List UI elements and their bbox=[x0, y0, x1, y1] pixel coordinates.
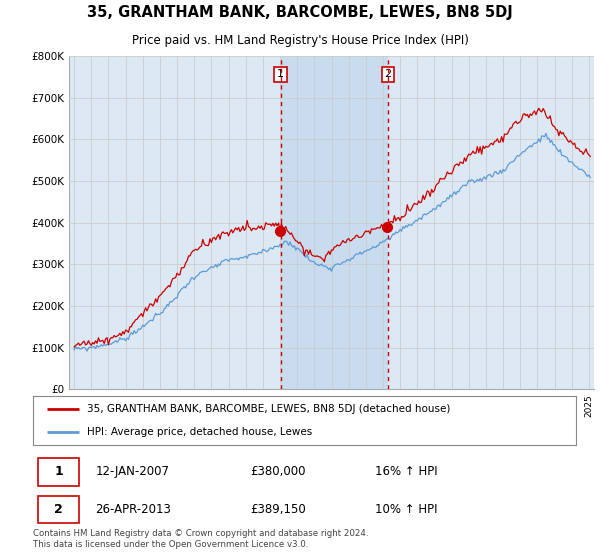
Text: 2: 2 bbox=[385, 69, 392, 80]
FancyBboxPatch shape bbox=[38, 496, 79, 524]
Text: 26-APR-2013: 26-APR-2013 bbox=[95, 503, 172, 516]
Text: Contains HM Land Registry data © Crown copyright and database right 2024.
This d: Contains HM Land Registry data © Crown c… bbox=[33, 529, 368, 549]
Text: 10% ↑ HPI: 10% ↑ HPI bbox=[375, 503, 437, 516]
Text: 12-JAN-2007: 12-JAN-2007 bbox=[95, 465, 169, 478]
Bar bbox=[281, 56, 388, 389]
Text: 16% ↑ HPI: 16% ↑ HPI bbox=[375, 465, 438, 478]
Text: Price paid vs. HM Land Registry's House Price Index (HPI): Price paid vs. HM Land Registry's House … bbox=[131, 34, 469, 47]
Text: 1: 1 bbox=[55, 465, 63, 478]
Text: 1: 1 bbox=[277, 69, 284, 80]
FancyBboxPatch shape bbox=[38, 458, 79, 486]
Text: 2: 2 bbox=[55, 503, 63, 516]
Text: HPI: Average price, detached house, Lewes: HPI: Average price, detached house, Lewe… bbox=[88, 427, 313, 437]
Text: £380,000: £380,000 bbox=[250, 465, 306, 478]
Text: 35, GRANTHAM BANK, BARCOMBE, LEWES, BN8 5DJ (detached house): 35, GRANTHAM BANK, BARCOMBE, LEWES, BN8 … bbox=[88, 404, 451, 414]
Text: £389,150: £389,150 bbox=[250, 503, 306, 516]
Text: 35, GRANTHAM BANK, BARCOMBE, LEWES, BN8 5DJ: 35, GRANTHAM BANK, BARCOMBE, LEWES, BN8 … bbox=[87, 5, 513, 20]
